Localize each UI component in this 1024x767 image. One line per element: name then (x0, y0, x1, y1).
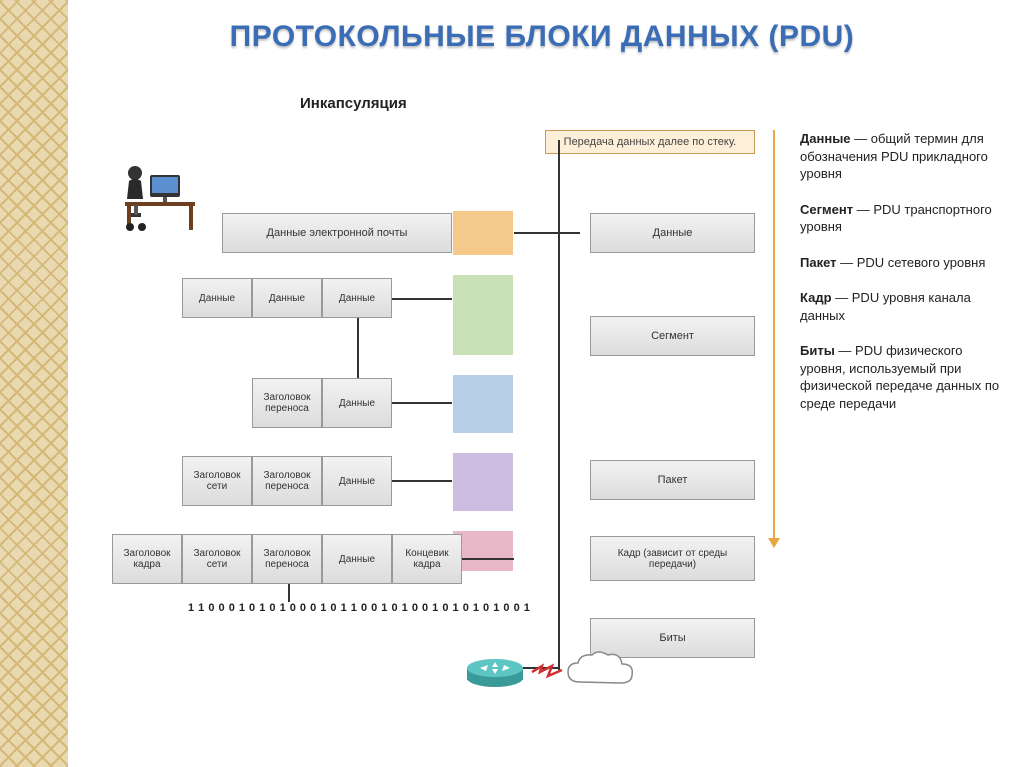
cloud-icon (562, 650, 637, 695)
page-title: ПРОТОКОЛЬНЫЕ БЛОКИ ДАННЫХ (PDU) (80, 20, 1004, 54)
color-band (453, 275, 513, 355)
connector (558, 140, 560, 670)
pdu-segment-label: Сегмент (590, 316, 755, 356)
subtitle: Инкапсуляция (300, 95, 407, 112)
color-band (453, 531, 513, 571)
color-band (453, 375, 513, 433)
connector (357, 318, 359, 378)
connector (392, 298, 452, 300)
router-icon (460, 648, 530, 693)
color-band (453, 211, 513, 255)
transport-header-cell: Заголовок переноса (252, 456, 322, 506)
color-band (453, 453, 513, 511)
frame-trailer-cell: Концевик кадра (392, 534, 462, 584)
definitions-panel: Данные — общий термин для обозначения PD… (800, 130, 1005, 431)
lightning-icon (530, 662, 565, 682)
connector (392, 402, 452, 404)
def-frame: Кадр — PDU уровня канала данных (800, 289, 1005, 324)
data-cell: Данные (322, 534, 392, 584)
network-header-cell: Заголовок сети (182, 456, 252, 506)
stack-arrow-icon (773, 130, 775, 540)
person-at-desk-icon (115, 155, 205, 235)
transport-header-cell: Заголовок переноса (252, 534, 322, 584)
connector (514, 232, 580, 234)
data-cell: Данные (182, 278, 252, 318)
def-bits: Биты — PDU физического уровня, используе… (800, 342, 1005, 412)
def-segment: Сегмент — PDU транспортного уровня (800, 201, 1005, 236)
def-packet: Пакет — PDU сетевого уровня (800, 254, 1005, 272)
connector (288, 584, 290, 602)
def-data: Данные — общий термин для обозначения PD… (800, 130, 1005, 183)
transfer-label: Передача данных далее по стеку. (545, 130, 755, 154)
data-cell: Данные (322, 378, 392, 428)
email-data-cell: Данные электронной почты (222, 213, 452, 253)
transport-header-cell: Заголовок переноса (252, 378, 322, 428)
pdu-frame-label: Кадр (зависит от среды передачи) (590, 536, 755, 581)
network-header-cell: Заголовок сети (182, 534, 252, 584)
bits-string: 1 1 0 0 0 1 0 1 0 1 0 0 0 1 0 1 1 0 0 1 … (188, 602, 530, 614)
data-cell: Данные (322, 456, 392, 506)
connector (462, 558, 514, 560)
connector (392, 480, 452, 482)
pdu-packet-label: Пакет (590, 460, 755, 500)
pdu-data-label: Данные (590, 213, 755, 253)
frame-header-cell: Заголовок кадра (112, 534, 182, 584)
data-cell: Данные (252, 278, 322, 318)
data-cell: Данные (322, 278, 392, 318)
decorative-sidebar (0, 0, 68, 767)
